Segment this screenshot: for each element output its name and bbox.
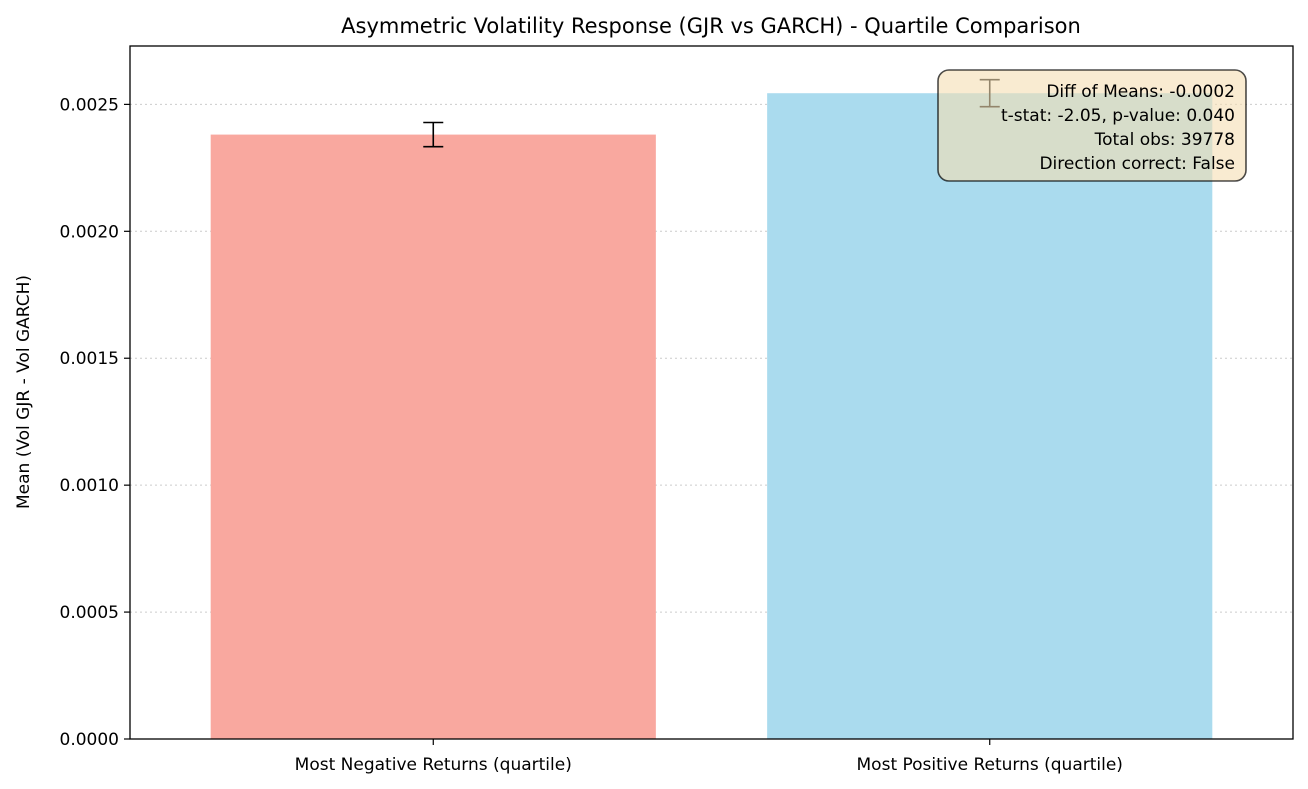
annotation-line: Diff of Means: -0.0002: [1046, 82, 1235, 102]
x-tick-label: Most Negative Returns (quartile): [295, 755, 572, 775]
axes: 0.0000 0.0005 0.0010 0.0015 0.0020 0.0025 Most…: [60, 45, 1294, 775]
x-tick-label: Most Positive Returns (quartile): [857, 755, 1123, 775]
plot-frame: [129, 45, 1294, 740]
bars: [210, 93, 1213, 740]
annotation-line: Direction correct: False: [1039, 154, 1235, 174]
y-tick-label: 0.0000: [60, 730, 119, 750]
y-axis-label: Mean (Vol GJR - Vol GARCH): [14, 275, 34, 509]
stats-annotation: Diff of Means: -0.0002 t-stat: -2.05, p-v…: [937, 69, 1247, 182]
chart-title: Asymmetric Volatility Response (GJR vs G…: [341, 14, 1081, 38]
y-tick-label: 0.0005: [60, 603, 119, 623]
annotation-box: [937, 69, 1247, 182]
y-tick-label: 0.0015: [60, 349, 119, 369]
bar: [767, 93, 1213, 739]
y-tick-label: 0.0010: [60, 476, 119, 496]
annotation-line: Total obs: 39778: [1094, 130, 1235, 150]
annotation-line: t-stat: -2.05, p-value: 0.040: [1001, 106, 1235, 126]
y-tick-label: 0.0025: [60, 95, 119, 115]
y-tick-label: 0.0020: [60, 222, 119, 242]
bar: [210, 134, 656, 740]
